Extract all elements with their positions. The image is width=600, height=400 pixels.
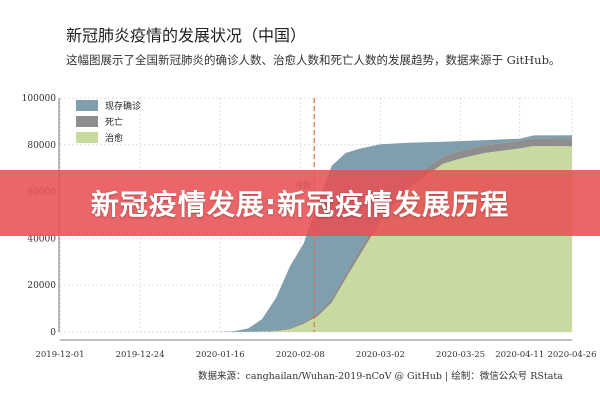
x-tick-label: 2019-12-24 — [116, 350, 165, 360]
data-source: 数据来源：canghailan/Wuhan-2019-nCoV @ GitHub… — [198, 371, 563, 382]
legend-swatch — [76, 132, 98, 143]
y-tick-label: 20000 — [27, 281, 56, 291]
page-title: 新冠肺炎疫情的发展状况（中国） — [66, 26, 307, 45]
x-tick-label: 2020-04-26 — [547, 350, 596, 360]
x-tick-label: 2020-03-02 — [356, 350, 405, 360]
x-tick-label: 2020-04-11 — [495, 350, 544, 360]
x-tick-label: 2020-02-08 — [276, 350, 325, 360]
banner-text: 新冠疫情发展:新冠疫情发展历程 — [90, 188, 510, 221]
legend-swatch — [76, 100, 98, 111]
y-tick-label: 40000 — [27, 234, 56, 244]
legend-label: 现存确诊 — [105, 100, 141, 112]
y-tick-label: 100000 — [22, 94, 57, 104]
x-tick-label: 2019-12-01 — [35, 350, 84, 360]
x-tick-label: 2020-03-25 — [436, 350, 485, 360]
overlay-banner: 新冠疫情发展:新冠疫情发展历程 — [0, 170, 600, 236]
legend-swatch — [76, 116, 98, 127]
legend-label: 死亡 — [105, 116, 123, 128]
y-tick-label: 80000 — [27, 141, 56, 151]
chart-description: 这幅图展示了全国新冠肺炎的确诊人数、治愈人数和死亡人数的发展趋势，数据来源于 G… — [66, 53, 561, 67]
y-tick-label: 0 — [50, 328, 56, 338]
legend-label: 治愈 — [105, 132, 123, 144]
x-tick-label: 2020-01-16 — [196, 350, 245, 360]
